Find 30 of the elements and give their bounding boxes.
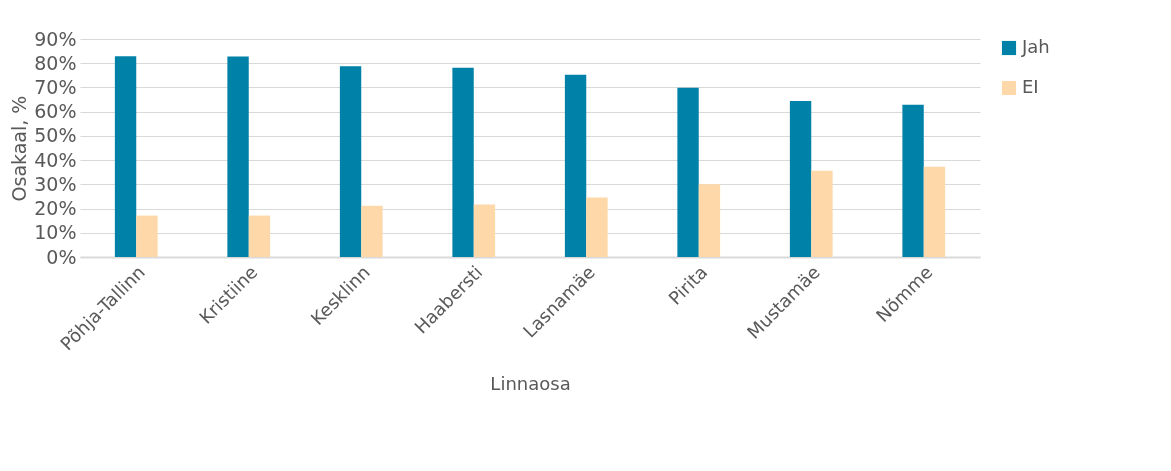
y-tick-label: 40% — [34, 148, 77, 171]
bar — [227, 56, 249, 257]
bar — [452, 67, 474, 257]
y-tick-label: 70% — [34, 75, 77, 98]
y-tick-label: 30% — [34, 172, 77, 195]
bar — [361, 205, 383, 257]
legend-label: Jah — [1021, 36, 1050, 57]
bar — [789, 101, 812, 257]
legend-label: EI — [1022, 76, 1039, 97]
y-tick-label: 0% — [46, 245, 77, 268]
y-tick-label: 50% — [34, 124, 77, 147]
bar — [677, 87, 699, 257]
bar — [339, 66, 362, 257]
bar — [473, 204, 496, 257]
y-axis-title: Osakaal, % — [8, 95, 31, 202]
x-axis-title: Linnaosa — [490, 373, 571, 395]
y-tick-label: 90% — [34, 27, 77, 50]
bar — [902, 104, 924, 257]
y-tick-label: 80% — [34, 51, 77, 74]
y-tick-label: 20% — [34, 197, 77, 220]
bar — [811, 170, 833, 257]
bar — [923, 166, 946, 257]
bar — [248, 215, 271, 257]
bar — [136, 215, 158, 257]
bar — [114, 56, 137, 257]
bar — [564, 74, 587, 257]
y-tick-label: 60% — [34, 100, 77, 123]
y-tick-label: 10% — [34, 221, 77, 244]
bar — [698, 184, 721, 257]
bar — [586, 197, 608, 257]
